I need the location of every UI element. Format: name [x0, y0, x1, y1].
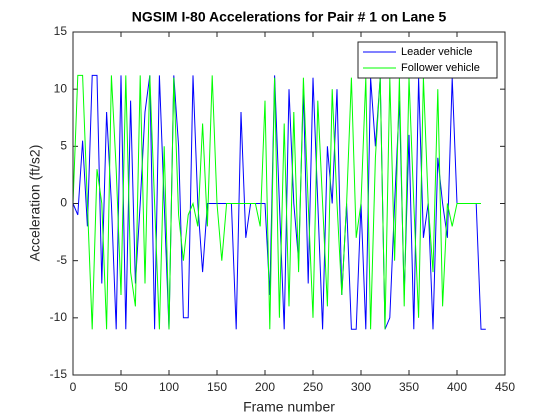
y-tick-label: -5: [56, 253, 67, 267]
x-tick-label: 350: [399, 380, 419, 394]
y-tick-label: -15: [50, 367, 68, 381]
y-tick-label: 10: [54, 81, 68, 95]
x-axis-label: Frame number: [243, 399, 335, 415]
x-tick-label: 450: [495, 380, 515, 394]
legend-box: [357, 41, 498, 79]
x-tick-label: 400: [447, 380, 467, 394]
y-axis-label: Acceleration (ft/s2): [27, 145, 43, 262]
x-tick-label: 0: [70, 380, 77, 394]
data-line: [72, 74, 481, 330]
y-tick-label: 15: [54, 24, 68, 38]
data-line: [72, 74, 486, 330]
x-tick-label: 150: [207, 380, 227, 394]
x-tick-label: 250: [303, 380, 323, 394]
legend-label: Leader vehicle: [401, 46, 473, 58]
y-tick-label: 0: [60, 196, 67, 210]
x-tick-label: 300: [351, 380, 371, 394]
x-tick-label: 100: [159, 380, 179, 394]
x-tick-label: 50: [114, 380, 128, 394]
y-tick-label: 5: [60, 139, 67, 153]
chart-title: NGSIM I-80 Accelerations for Pair # 1 on…: [132, 9, 447, 25]
legend-label: Follower vehicle: [401, 62, 480, 74]
x-tick-label: 200: [255, 380, 275, 394]
y-tick-label: -10: [50, 310, 68, 324]
plot-frame: [72, 31, 506, 376]
